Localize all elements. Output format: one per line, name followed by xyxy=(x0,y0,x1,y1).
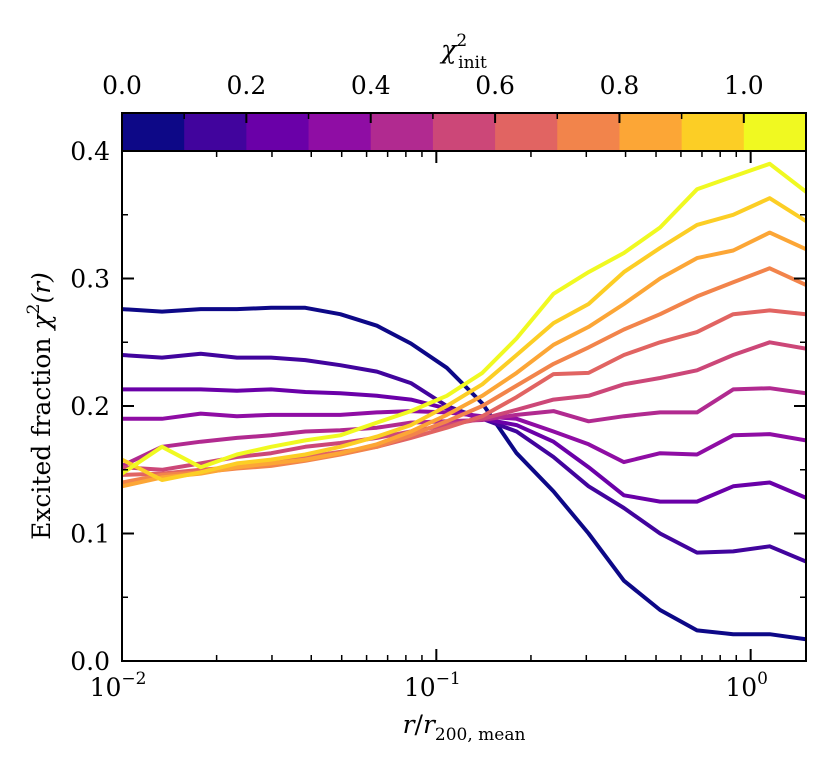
x-axis-title: r/r200, mean xyxy=(403,710,526,745)
colorbar-segment-0 xyxy=(122,113,185,151)
series-line-10 xyxy=(122,161,806,476)
y-axis-title-text: Excited fraction xyxy=(27,330,56,540)
colorbar-tick-label-1: 0.2 xyxy=(226,71,266,100)
x-axis-title-sub: 200, mean xyxy=(435,725,526,745)
colorbar-tick-label-4: 0.8 xyxy=(600,71,640,100)
series-line-8 xyxy=(122,230,806,489)
colorbar-segment-1 xyxy=(184,113,247,151)
colorbar-ticks: 0.0 0.2 0.4 0.6 0.8 1.0 xyxy=(102,71,807,123)
colorbar-segment-8 xyxy=(619,113,683,151)
series-line-4 xyxy=(122,386,806,468)
colorbar-tick-label-5: 1.0 xyxy=(724,71,764,100)
y-tick-label-0: 0.0 xyxy=(70,647,110,676)
colorbar-title-sub: init xyxy=(458,53,487,73)
y-axis-title-chi: χ xyxy=(27,313,56,332)
y-axis-title: Excited fraction χ2(r) xyxy=(24,272,56,540)
colorbar-segment-10 xyxy=(743,113,807,151)
y-tick-label-3: 0.3 xyxy=(70,265,110,294)
colorbar-tick-label-0: 0.0 xyxy=(102,71,142,100)
y-axis-ticks: 0.0 0.1 0.2 0.3 0.4 xyxy=(70,137,806,676)
x-axis-title-r2: r xyxy=(423,710,437,739)
colorbar-segment-3 xyxy=(308,113,372,151)
series-lines xyxy=(122,161,806,642)
colorbar-segment-9 xyxy=(681,113,745,151)
colorbar-segment-4 xyxy=(370,113,434,151)
colorbar-title-sup: 2 xyxy=(456,31,467,51)
y-axis-title-arg: (r) xyxy=(27,272,56,303)
y-tick-label-2: 0.2 xyxy=(70,392,110,421)
colorbar-tick-label-2: 0.4 xyxy=(351,71,391,100)
x-axis-ticks: 10−2 10−1 100 xyxy=(90,151,768,702)
x-tick-label-2: 100 xyxy=(725,669,768,702)
y-axis-title-sup: 2 xyxy=(24,304,44,315)
colorbar xyxy=(121,112,807,152)
x-axis-title-r: r xyxy=(403,710,417,739)
x-tick-label-1: 10−1 xyxy=(404,669,461,702)
colorbar-title: χ2 init xyxy=(439,31,487,73)
series-line-9 xyxy=(122,196,806,482)
x-tick-label-0: 10−2 xyxy=(90,669,147,702)
colorbar-segment-2 xyxy=(246,113,310,151)
y-tick-label-4: 0.4 xyxy=(70,137,110,166)
colorbar-title-chi: χ xyxy=(439,35,458,64)
colorbar-tick-label-3: 0.6 xyxy=(475,71,515,100)
colorbar-segment-6 xyxy=(495,113,558,151)
y-tick-label-1: 0.1 xyxy=(70,520,110,549)
colorbar-segment-5 xyxy=(432,113,496,151)
colorbar-segment-7 xyxy=(557,113,620,151)
x-axis-title-slash: / xyxy=(415,710,424,739)
